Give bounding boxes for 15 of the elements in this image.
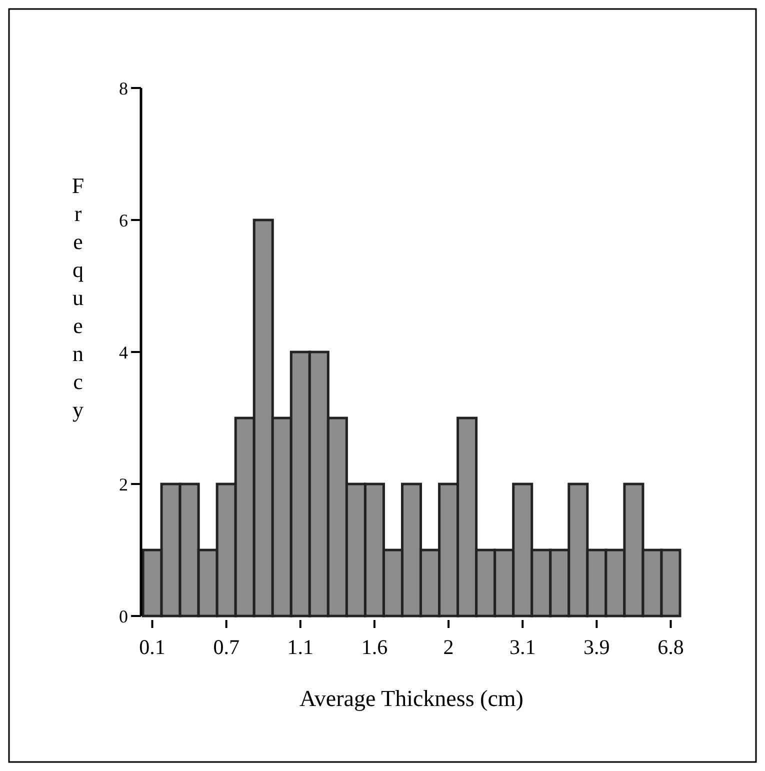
x-axis-title: Average Thickness (cm) <box>300 686 524 711</box>
y-tick-label: 8 <box>119 78 128 98</box>
y-tick-label: 0 <box>119 606 128 626</box>
y-tick-label: 2 <box>119 474 128 494</box>
y-tick-label: 4 <box>119 342 128 362</box>
y-tick-label: 6 <box>119 210 128 230</box>
x-tick-label: 2 <box>443 635 454 659</box>
x-tick-label: 0.7 <box>213 635 240 659</box>
x-tick-label: 6.8 <box>658 635 684 659</box>
x-tick-label: 3.1 <box>509 635 536 659</box>
x-tick-label: 1.1 <box>287 635 314 659</box>
x-tick-label: 1.6 <box>361 635 388 659</box>
x-tick-label: 0.1 <box>139 635 166 659</box>
x-tick-label: 3.9 <box>584 635 610 659</box>
text: Frequency <box>72 173 84 422</box>
